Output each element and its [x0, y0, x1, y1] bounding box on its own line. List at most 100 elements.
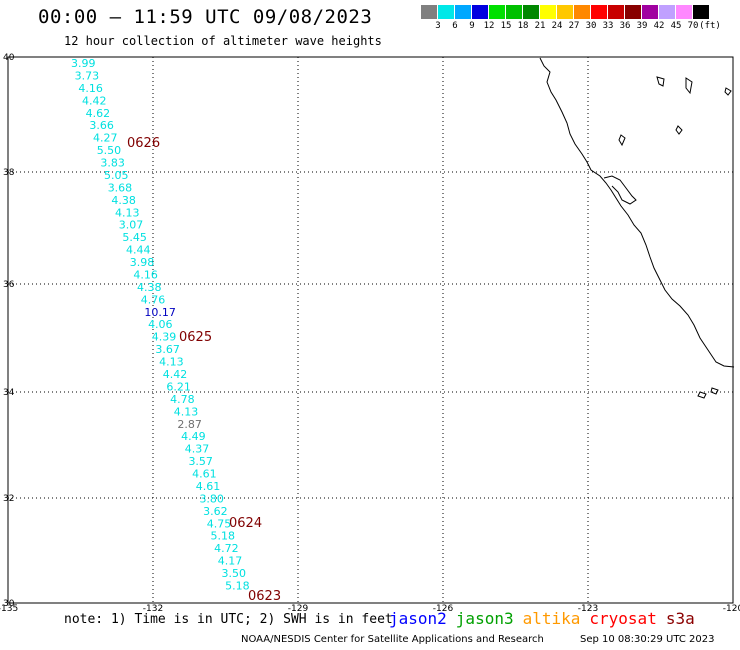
- wave-height-value: 4.44: [126, 244, 151, 257]
- satellite-altika: altika: [522, 609, 581, 628]
- wave-height-value: 2.87: [177, 418, 202, 431]
- latitude-tick-label: 34: [3, 388, 15, 398]
- wave-height-value: 4.37: [185, 443, 210, 456]
- wave-height-value: 3.66: [89, 119, 114, 132]
- coastline: [539, 57, 735, 399]
- wave-height-value: 5.45: [122, 231, 147, 244]
- latitude-tick-label: 30: [3, 599, 15, 609]
- wave-height-value: 4.17: [218, 555, 243, 568]
- inland-lake: [618, 134, 626, 147]
- wave-height-value: 4.38: [137, 281, 162, 294]
- wave-height-value: 4.16: [133, 268, 158, 281]
- wave-height-value: 4.72: [214, 542, 239, 555]
- latitude-tick-label: 38: [3, 168, 15, 178]
- wave-height-value: 3.99: [71, 57, 96, 70]
- wave-height-value: 4.49: [181, 430, 206, 443]
- wave-height-value: 4.42: [82, 94, 107, 107]
- track-time-label: 0623: [248, 589, 281, 604]
- wave-height-points: 3.993.734.164.424.623.664.275.503.835.05…: [71, 57, 250, 592]
- legend-swatch: [438, 5, 455, 19]
- wave-height-value: 4.78: [170, 393, 195, 406]
- inland-lake: [675, 125, 683, 135]
- longitude-tick-label: -123: [578, 604, 598, 614]
- wave-height-value: 6.21: [166, 380, 191, 393]
- wave-height-value: 3.73: [75, 69, 100, 82]
- wave-height-value: 5.50: [97, 144, 122, 157]
- wave-height-value: 4.06: [148, 318, 173, 331]
- legend-swatch: [591, 5, 608, 19]
- latitude-tick-label: 40: [3, 53, 15, 63]
- legend-swatch: [421, 5, 438, 19]
- legend-label: 30: [585, 21, 597, 31]
- wave-height-value: 4.38: [111, 194, 135, 207]
- wave-height-value: 4.61: [196, 480, 221, 493]
- wave-height-value: 3.67: [155, 343, 180, 356]
- track-time-label: 0626: [127, 136, 160, 151]
- wave-height-value: 4.13: [174, 405, 199, 418]
- wave-height-value: 5.18: [225, 579, 250, 592]
- longitude-tick-label: -135: [0, 604, 18, 614]
- legend-swatch: [693, 5, 710, 19]
- longitude-tick-label: -126: [433, 604, 454, 614]
- longitude-tick-label: -132: [143, 604, 163, 614]
- wave-height-legend: 3 6 9 12 15 18 21 24 27 30 33 36 39 42 45 70 (ft): [421, 5, 740, 33]
- wave-height-value: 3.57: [188, 455, 213, 468]
- axis-labels: -135 -132 -129 -126 -123 -120 40 38 36 34 32 30: [0, 53, 740, 614]
- legend-label: 15: [500, 21, 512, 31]
- legend-swatch: [506, 5, 523, 19]
- legend-label: 39: [636, 21, 648, 31]
- longitude-tick-label: -120: [723, 604, 740, 614]
- legend-labels: 3 6 9 12 15 18 21 24 27 30 33 36 39 42 45 70 (ft): [421, 19, 740, 33]
- legend-swatch: [608, 5, 625, 19]
- wave-height-value: 3.62: [203, 505, 228, 518]
- map-subtitle: 12 hour collection of altimeter wave hei…: [64, 34, 382, 48]
- sf-bay: [603, 175, 637, 205]
- lake-tahoe: [656, 76, 665, 87]
- satellite-cryosat: cryosat: [589, 609, 657, 628]
- legend-label: 21: [534, 21, 546, 31]
- legend-label: 45: [670, 21, 682, 31]
- inland-lake: [685, 77, 693, 95]
- latitude-tick-label: 32: [3, 494, 14, 504]
- credit-timestamp: Sep 10 08:30:29 UTC 2023: [580, 634, 715, 645]
- wave-height-value: 4.76: [141, 293, 166, 306]
- legend-swatch: [625, 5, 642, 19]
- footer-note: note: 1) Time is in UTC; 2) SWH is in fe…: [64, 612, 393, 627]
- map-title: 00:00 – 11:59 UTC 09/08/2023: [38, 6, 373, 28]
- satellite-jason3: jason3: [455, 609, 514, 628]
- legend-label: 24: [551, 21, 563, 31]
- legend-swatch: [574, 5, 591, 19]
- legend-swatch: [472, 5, 489, 19]
- salton-sea-shore: [697, 387, 719, 399]
- wave-height-value: 4.27: [93, 132, 118, 145]
- wave-height-value: 4.13: [115, 206, 140, 219]
- legend-label: 33: [602, 21, 614, 31]
- legend-label: 42: [653, 21, 665, 31]
- wave-height-value: 3.98: [130, 256, 155, 269]
- legend-swatch: [540, 5, 557, 19]
- wave-height-value: 5.18: [210, 530, 235, 543]
- legend-swatch: [455, 5, 472, 19]
- california-coastline: [539, 57, 735, 368]
- wave-height-value: 3.50: [221, 567, 246, 580]
- legend-swatches: [421, 5, 740, 19]
- track-time-label: 0625: [179, 330, 212, 345]
- legend-label: 3: [435, 21, 441, 31]
- track-labels: 0626 0625 0624 0623: [127, 136, 281, 604]
- legend-swatch: [659, 5, 676, 19]
- legend-label: 70: [687, 21, 699, 31]
- map-frame: [7, 56, 734, 604]
- wave-height-value: 4.39: [152, 331, 177, 344]
- legend-label: 12: [483, 21, 495, 31]
- legend-swatch: [523, 5, 540, 19]
- wave-height-value: 3.80: [199, 492, 224, 505]
- legend-label: 18: [517, 21, 529, 31]
- map-grid: [7, 56, 734, 604]
- credit-organization: NOAA/NESDIS Center for Satellite Applica…: [241, 634, 544, 645]
- satellite-s3a: s3a: [665, 609, 695, 628]
- wave-height-value: 3.07: [119, 219, 143, 232]
- inland-lake: [724, 87, 732, 96]
- legend-label: 36: [619, 21, 631, 31]
- satellite-jason2: jason2: [389, 609, 447, 628]
